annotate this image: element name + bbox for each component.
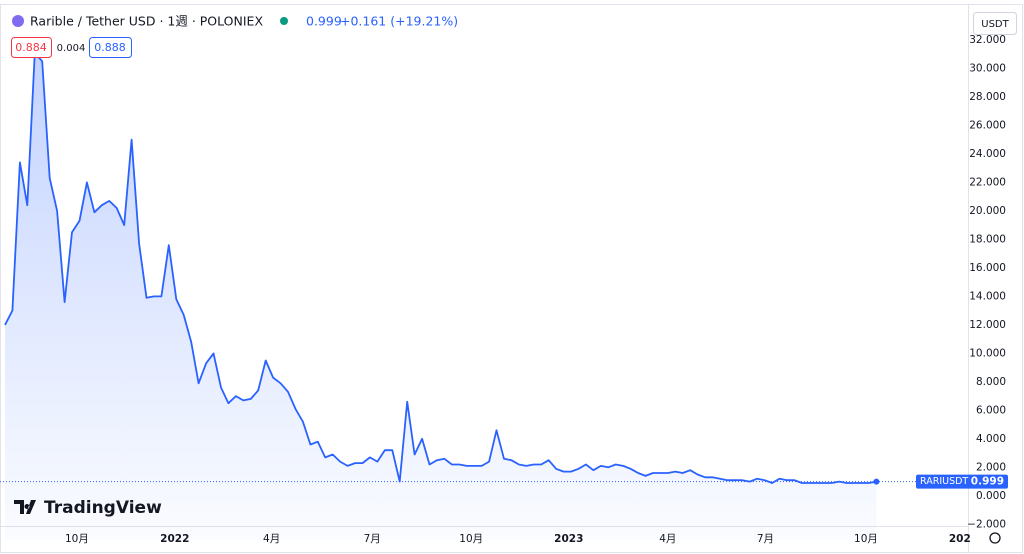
x-tick-label: 2022 bbox=[160, 533, 189, 545]
status-dot bbox=[280, 17, 288, 25]
x-tick-label: 2023 bbox=[554, 533, 583, 545]
y-tick-label: 8.000 bbox=[976, 376, 1006, 388]
last-price-tag-label: 0.999 bbox=[971, 476, 1004, 488]
y-tick-label: 30.000 bbox=[969, 62, 1006, 74]
y-tick-label: 18.000 bbox=[969, 233, 1006, 245]
symbol-icon bbox=[12, 15, 24, 27]
last-price: 0.999 bbox=[306, 14, 342, 29]
x-tick-label: 10月 bbox=[854, 533, 878, 545]
currency-label: USDT bbox=[981, 19, 1009, 30]
last-price-tag bbox=[916, 474, 1008, 489]
y-tick-label: 22.000 bbox=[969, 176, 1006, 188]
y-tick-label: 16.000 bbox=[969, 262, 1006, 274]
spread: 0.004 bbox=[57, 43, 86, 54]
settings-icon[interactable] bbox=[989, 532, 1001, 544]
y-tick-label: 14.000 bbox=[969, 290, 1006, 302]
y-tick-label: 12.000 bbox=[969, 319, 1006, 331]
y-tick-label: 28.000 bbox=[969, 91, 1006, 103]
brand-mark bbox=[14, 500, 36, 514]
y-tick-label: −2.000 bbox=[967, 518, 1006, 530]
brand-logo: TradingView bbox=[14, 498, 162, 518]
y-tick-label: 6.000 bbox=[976, 404, 1006, 416]
x-tick-label: 10月 bbox=[65, 533, 89, 545]
x-tick-label: 4月 bbox=[263, 533, 280, 545]
x-tick-label: 7月 bbox=[364, 533, 381, 545]
y-tick-label: 24.000 bbox=[969, 148, 1006, 160]
symbol-tag: RARIUSDT bbox=[920, 476, 968, 487]
x-tick-label: 10月 bbox=[459, 533, 483, 545]
sell-box[interactable] bbox=[11, 37, 52, 58]
symbol-title: Rarible / Tether USD · 1週 · POLONIEX bbox=[30, 14, 263, 29]
y-tick-label: 0.000 bbox=[976, 490, 1006, 502]
y-tick-label: 4.000 bbox=[976, 433, 1006, 445]
y-tick-label: 32.000 bbox=[969, 34, 1006, 46]
x-tick-label: 7月 bbox=[757, 533, 774, 545]
y-tick-label: 2.000 bbox=[976, 461, 1006, 473]
currency-button[interactable] bbox=[973, 12, 1017, 35]
area-fill bbox=[5, 52, 877, 540]
plot bbox=[0, 51, 968, 540]
buy-box[interactable] bbox=[89, 37, 132, 58]
buy-price: 0.888 bbox=[94, 41, 126, 54]
y-tick-label: 26.000 bbox=[969, 119, 1006, 131]
y-tick-label: 20.000 bbox=[969, 205, 1006, 217]
price-change: +0.161 (+19.21%) bbox=[340, 14, 458, 29]
brand-name: TradingView bbox=[44, 498, 162, 518]
x-tick-label: 4月 bbox=[659, 533, 676, 545]
x-tick-label: 202 bbox=[949, 533, 971, 545]
y-tick-label: 10.000 bbox=[969, 347, 1006, 359]
frame bbox=[0, 4, 1023, 553]
price-line bbox=[4, 51, 877, 484]
sell-price: 0.884 bbox=[15, 41, 47, 54]
last-point bbox=[873, 478, 880, 485]
